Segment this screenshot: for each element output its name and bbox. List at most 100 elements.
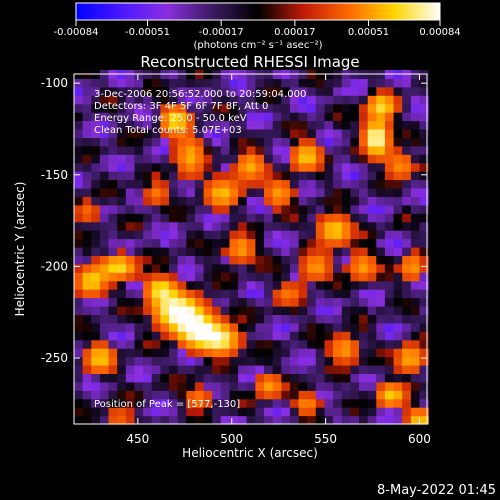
heatmap-cell	[315, 204, 325, 214]
heatmap-cell	[169, 297, 179, 307]
heatmap-cell	[333, 348, 343, 358]
heatmap-cell	[151, 129, 161, 138]
heatmap-cell	[117, 263, 127, 273]
heatmap-cell	[376, 179, 386, 189]
heatmap-cell	[264, 112, 274, 122]
heatmap-cell	[315, 112, 325, 122]
heatmap-cell	[272, 179, 282, 189]
heatmap-cell	[272, 86, 282, 96]
heatmap-cell	[151, 297, 161, 307]
heatmap-cell	[91, 365, 101, 374]
heatmap-cell	[255, 112, 265, 122]
heatmap-cell	[315, 171, 325, 181]
heatmap-cell	[376, 103, 386, 113]
heatmap-cell	[108, 322, 118, 332]
heatmap-cell	[298, 255, 308, 265]
heatmap-cell	[384, 306, 395, 315]
heatmap-cell	[402, 297, 412, 307]
heatmap-cell	[264, 322, 274, 332]
heatmap-cell	[298, 86, 308, 96]
heatmap-cell	[134, 314, 144, 324]
heatmap-cell	[117, 398, 127, 408]
heatmap-cell	[298, 373, 308, 383]
heatmap-cell	[117, 213, 127, 223]
heatmap-cell	[419, 373, 429, 383]
heatmap-cell	[108, 297, 118, 307]
heatmap-cell	[99, 365, 110, 374]
heatmap-cell	[367, 280, 377, 290]
heatmap-cell	[246, 196, 256, 206]
heatmap-cell	[194, 129, 205, 138]
heatmap-cell	[367, 145, 377, 155]
heatmap-cell	[238, 129, 248, 138]
heatmap-cell	[246, 348, 256, 358]
heatmap-cell	[220, 230, 230, 240]
heatmap-cell	[272, 373, 282, 383]
heatmap-cell	[255, 213, 265, 223]
heatmap-cell	[220, 407, 230, 417]
heatmap-cell	[341, 78, 351, 88]
heatmap-cell	[359, 247, 369, 256]
heatmap-cell	[255, 221, 265, 231]
heatmap-cell	[134, 137, 144, 147]
heatmap-cell	[264, 179, 274, 189]
heatmap-cell	[143, 230, 153, 240]
heatmap-cell	[350, 247, 360, 256]
heatmap-cell	[134, 331, 144, 341]
heatmap-cell	[177, 247, 187, 256]
heatmap-cell	[272, 331, 282, 341]
heatmap-cell	[160, 339, 170, 349]
heatmap-cell	[229, 238, 239, 248]
heatmap-cell	[74, 331, 84, 341]
heatmap-cell	[298, 297, 308, 307]
heatmap-cell	[341, 247, 351, 256]
heatmap-cell	[203, 145, 213, 155]
heatmap-cell	[419, 407, 429, 417]
heatmap-cell	[384, 365, 395, 374]
heatmap-cell	[307, 280, 317, 290]
heatmap-cell	[315, 196, 325, 206]
heatmap-cell	[177, 306, 187, 315]
heatmap-cell	[117, 120, 127, 130]
heatmap-cell	[410, 112, 421, 122]
heatmap-cell	[186, 348, 196, 358]
heatmap-cell	[82, 280, 92, 290]
heatmap-cell	[333, 213, 343, 223]
heatmap-cell	[117, 137, 127, 147]
heatmap-cell	[350, 381, 360, 391]
heatmap-cell	[324, 373, 334, 383]
heatmap-cell	[255, 356, 265, 366]
heatmap-cell	[177, 103, 187, 113]
heatmap-cell	[108, 348, 118, 358]
heatmap-cell	[255, 103, 265, 113]
heatmap-cell	[246, 381, 256, 391]
heatmap-cell	[315, 120, 325, 130]
heatmap-cell	[177, 263, 187, 273]
heatmap-cell	[393, 112, 403, 122]
heatmap-cell	[315, 356, 325, 366]
heatmap-cell	[393, 348, 403, 358]
heatmap-cell	[203, 230, 213, 240]
heatmap-cell	[82, 356, 92, 366]
heatmap-cell	[82, 314, 92, 324]
heatmap-cell	[419, 112, 429, 122]
heatmap-cell	[117, 339, 127, 349]
heatmap-cell	[160, 398, 170, 408]
heatmap-cell	[238, 196, 248, 206]
heatmap-cell	[307, 314, 317, 324]
heatmap-cell	[333, 154, 343, 164]
heatmap-cell	[367, 86, 377, 96]
heatmap-cell	[186, 306, 196, 315]
heatmap-cell	[186, 322, 196, 332]
heatmap-cell	[281, 196, 291, 206]
heatmap-cell	[125, 407, 135, 417]
heatmap-cell	[246, 314, 256, 324]
heatmap-cell	[359, 95, 369, 105]
heatmap-cell	[376, 381, 386, 391]
heatmap-cell	[143, 162, 153, 172]
heatmap-cell	[203, 103, 213, 113]
heatmap-cell	[99, 263, 110, 273]
heatmap-cell	[307, 196, 317, 206]
heatmap-cell	[350, 331, 360, 341]
heatmap-cell	[99, 415, 110, 425]
